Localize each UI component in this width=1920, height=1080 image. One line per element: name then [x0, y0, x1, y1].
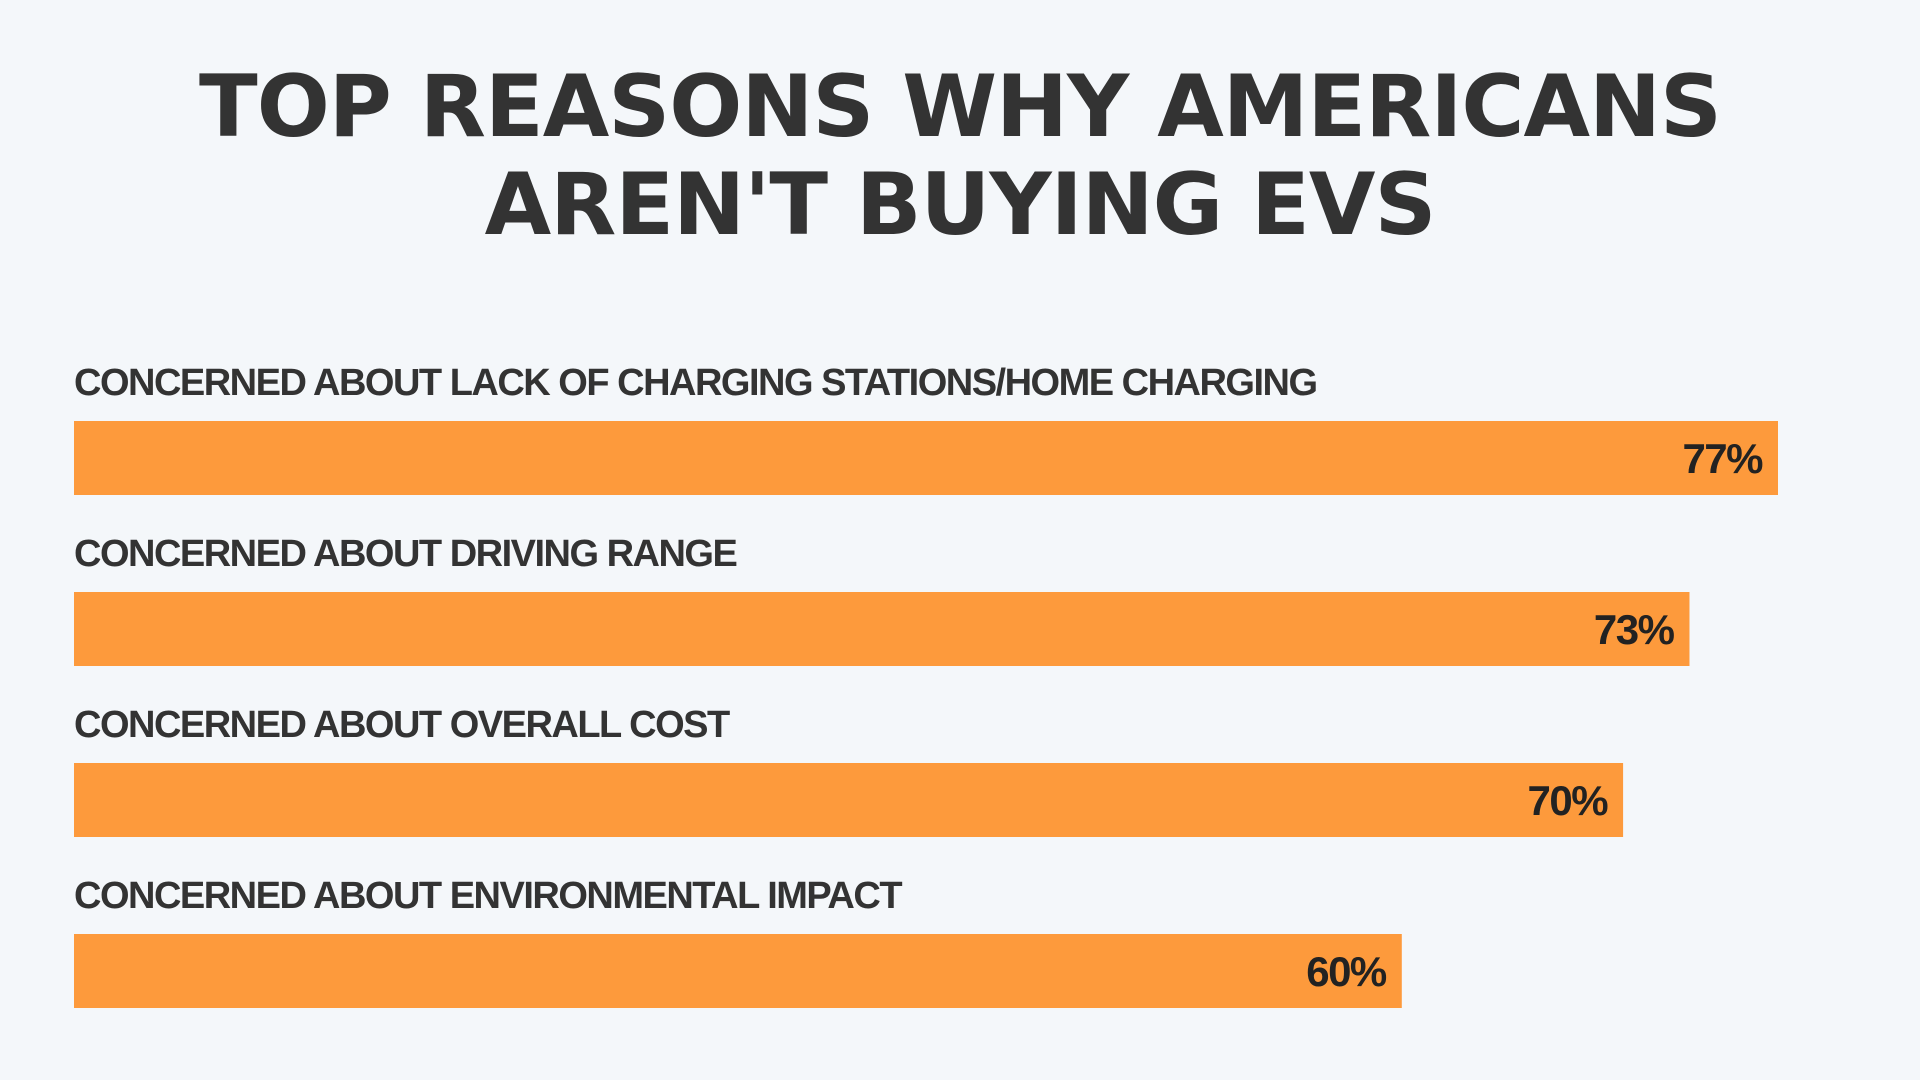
- bar-value-label: 77%: [1682, 435, 1763, 482]
- bar: [74, 763, 1624, 837]
- bar-value-label: 60%: [1306, 948, 1387, 995]
- bar-category-label: CONCERNED ABOUT DRIVING RANGE: [74, 533, 736, 575]
- bar: [74, 934, 1402, 1008]
- bar-category-label: CONCERNED ABOUT LACK OF CHARGING STATION…: [74, 362, 1317, 404]
- bar-category-label: CONCERNED ABOUT OVERALL COST: [74, 704, 730, 746]
- bar: [74, 592, 1690, 666]
- bar-value-label: 70%: [1528, 777, 1609, 824]
- bar: [74, 421, 1778, 495]
- bar-value-label: 73%: [1594, 606, 1675, 653]
- chart-title-line-2: AREN'T BUYING EVS: [484, 155, 1437, 255]
- chart-title: TOP REASONS WHY AMERICANS AREN'T BUYING …: [0, 58, 1920, 254]
- chart-title-line-1: TOP REASONS WHY AMERICANS: [199, 57, 1722, 157]
- bar-category-label: CONCERNED ABOUT ENVIRONMENTAL IMPACT: [74, 875, 902, 917]
